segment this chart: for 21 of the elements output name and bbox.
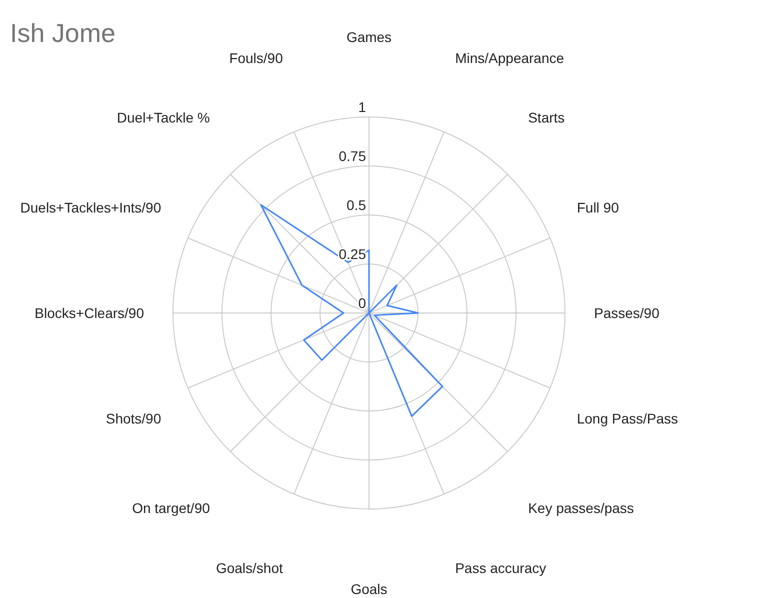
spoke-label: Shots/90 bbox=[106, 410, 162, 427]
y-tick-label: 1 bbox=[358, 99, 366, 115]
spoke-label: Starts bbox=[528, 110, 565, 126]
spoke-label: Fouls/90 bbox=[229, 50, 284, 66]
spoke-label: On target/90 bbox=[132, 500, 210, 516]
spoke-label: Games bbox=[346, 28, 392, 45]
spoke-label: Duels+Tackles+Ints/90 bbox=[20, 199, 162, 216]
spoke-label: Key passes/pass bbox=[528, 500, 634, 516]
spoke-label: Goals bbox=[350, 580, 388, 597]
spoke-label: Pass accuracy bbox=[455, 560, 546, 576]
spoke-label: Passes/90 bbox=[594, 304, 660, 321]
y-tick-label: 0.75 bbox=[338, 148, 366, 164]
spoke-label: Mins/Appearance bbox=[455, 50, 564, 66]
spoke-label: Duel+Tackle % bbox=[116, 110, 210, 126]
spoke-label: Goals/shot bbox=[216, 560, 283, 576]
chart-title: Ish Jome bbox=[10, 18, 116, 48]
spoke-label: Blocks+Clears/90 bbox=[34, 304, 144, 321]
spoke-label: Full 90 bbox=[576, 199, 620, 216]
spoke-label: Long Pass/Pass bbox=[576, 410, 678, 427]
y-tick-label: 0 bbox=[358, 295, 366, 311]
y-tick-label: 0.5 bbox=[346, 197, 366, 213]
